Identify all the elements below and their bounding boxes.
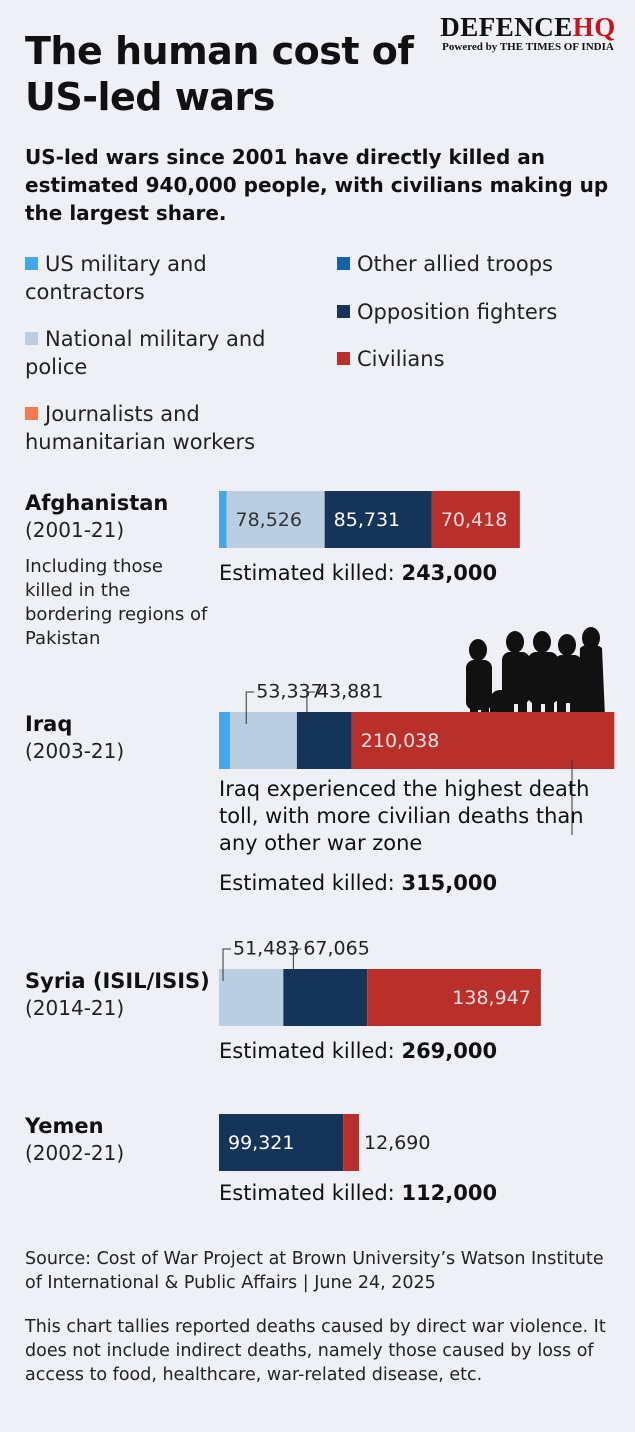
total-label: Estimated killed: <box>219 561 395 585</box>
total-value: 243,000 <box>401 561 498 585</box>
leader-line <box>245 691 255 724</box>
value-label: 67,065 <box>303 938 369 960</box>
total-value: 315,000 <box>401 871 498 895</box>
bar-segment <box>219 491 227 548</box>
bar-segment <box>367 969 541 1026</box>
bar-segment <box>324 491 432 548</box>
legend-item: Journalists and humanitarian workers <box>25 400 305 456</box>
total-label: Estimated killed: <box>219 871 395 895</box>
logo: DEFENCEHQ Powered by THE TIMES OF INDIA <box>428 12 628 53</box>
legend-swatch <box>337 257 350 270</box>
legend-label: Civilians <box>357 347 445 371</box>
total: Estimated killed: 269,000 <box>219 1039 497 1063</box>
logo-text: DEFENCEHQ <box>428 12 628 43</box>
value-label: 85,731 <box>334 509 400 531</box>
period-label: (2003-21) <box>25 739 125 763</box>
logo-accent: HQ <box>572 12 616 42</box>
total-value: 112,000 <box>401 1181 498 1205</box>
legend-swatch <box>25 257 38 270</box>
leader-line <box>222 948 231 981</box>
legend-swatch <box>337 352 350 365</box>
source: Source: Cost of War Project at Brown Uni… <box>25 1249 604 1293</box>
period-label: (2002-21) <box>25 1141 125 1165</box>
total: Estimated killed: 243,000 <box>219 561 497 585</box>
legend-item: Opposition fighters <box>337 298 607 326</box>
bar-segment <box>283 969 368 1026</box>
bar-segment <box>219 969 284 1026</box>
bar-segment <box>431 491 520 548</box>
leader-line <box>306 691 315 724</box>
total-label: Estimated killed: <box>219 1181 395 1205</box>
total: Estimated killed: 315,000 <box>219 871 497 895</box>
legend-label: US military and contractors <box>25 252 207 304</box>
category-label: Afghanistan <box>25 491 169 515</box>
bar-segment <box>219 712 231 769</box>
bar-segment <box>219 1114 344 1171</box>
note: Including those killed in the bordering … <box>25 556 208 649</box>
value-label: 138,947 <box>452 987 531 1009</box>
legend-label: National military and police <box>25 327 266 379</box>
value-label: 53,337 <box>256 681 322 703</box>
chart-title: The human cost of US-led wars <box>25 29 414 119</box>
bar-segment <box>343 1114 360 1171</box>
bar-segment <box>226 491 325 548</box>
value-label: 43,881 <box>317 681 383 703</box>
value-label: 51,483 <box>233 938 299 960</box>
legend-item: National military and police <box>25 325 295 381</box>
bar-segment <box>351 712 615 769</box>
value-label: 12,690 <box>364 1132 430 1154</box>
total-label: Estimated killed: <box>219 1039 395 1063</box>
subtitle: US-led wars since 2001 have directly kil… <box>25 145 609 225</box>
total-value: 269,000 <box>401 1039 498 1063</box>
value-label: 99,321 <box>228 1132 294 1154</box>
legend-swatch <box>337 305 350 318</box>
legend-label: Journalists and humanitarian workers <box>25 402 256 454</box>
category-label: Yemen <box>25 1114 104 1138</box>
category-label: Syria (ISIL/ISIS) <box>25 969 210 993</box>
footnote: This chart tallies reported deaths cause… <box>25 1317 606 1385</box>
legend-label: Other allied troops <box>357 252 553 276</box>
bar-segment <box>296 712 352 769</box>
value-label: 210,038 <box>361 730 440 752</box>
legend-swatch <box>25 332 38 345</box>
value-label: 78,526 <box>236 509 302 531</box>
logo-sub: Powered by THE TIMES OF INDIA <box>442 41 614 53</box>
legend-item: Other allied troops <box>337 250 607 278</box>
value-label: 70,418 <box>441 509 507 531</box>
bar-segment <box>230 712 297 769</box>
legend-label: Opposition fighters <box>357 300 558 324</box>
legend-swatch <box>25 407 38 420</box>
total: Estimated killed: 112,000 <box>219 1181 497 1205</box>
category-label: Iraq <box>25 712 73 736</box>
logo-word: DEFENCE <box>440 12 573 42</box>
legend-item: US military and contractors <box>25 250 285 306</box>
leader-line <box>292 948 302 981</box>
period-label: (2014-21) <box>25 996 125 1020</box>
period-label: (2001-21) <box>25 518 125 542</box>
note: Iraq experienced the highest death toll,… <box>219 777 590 855</box>
legend-item: Civilians <box>337 345 607 373</box>
